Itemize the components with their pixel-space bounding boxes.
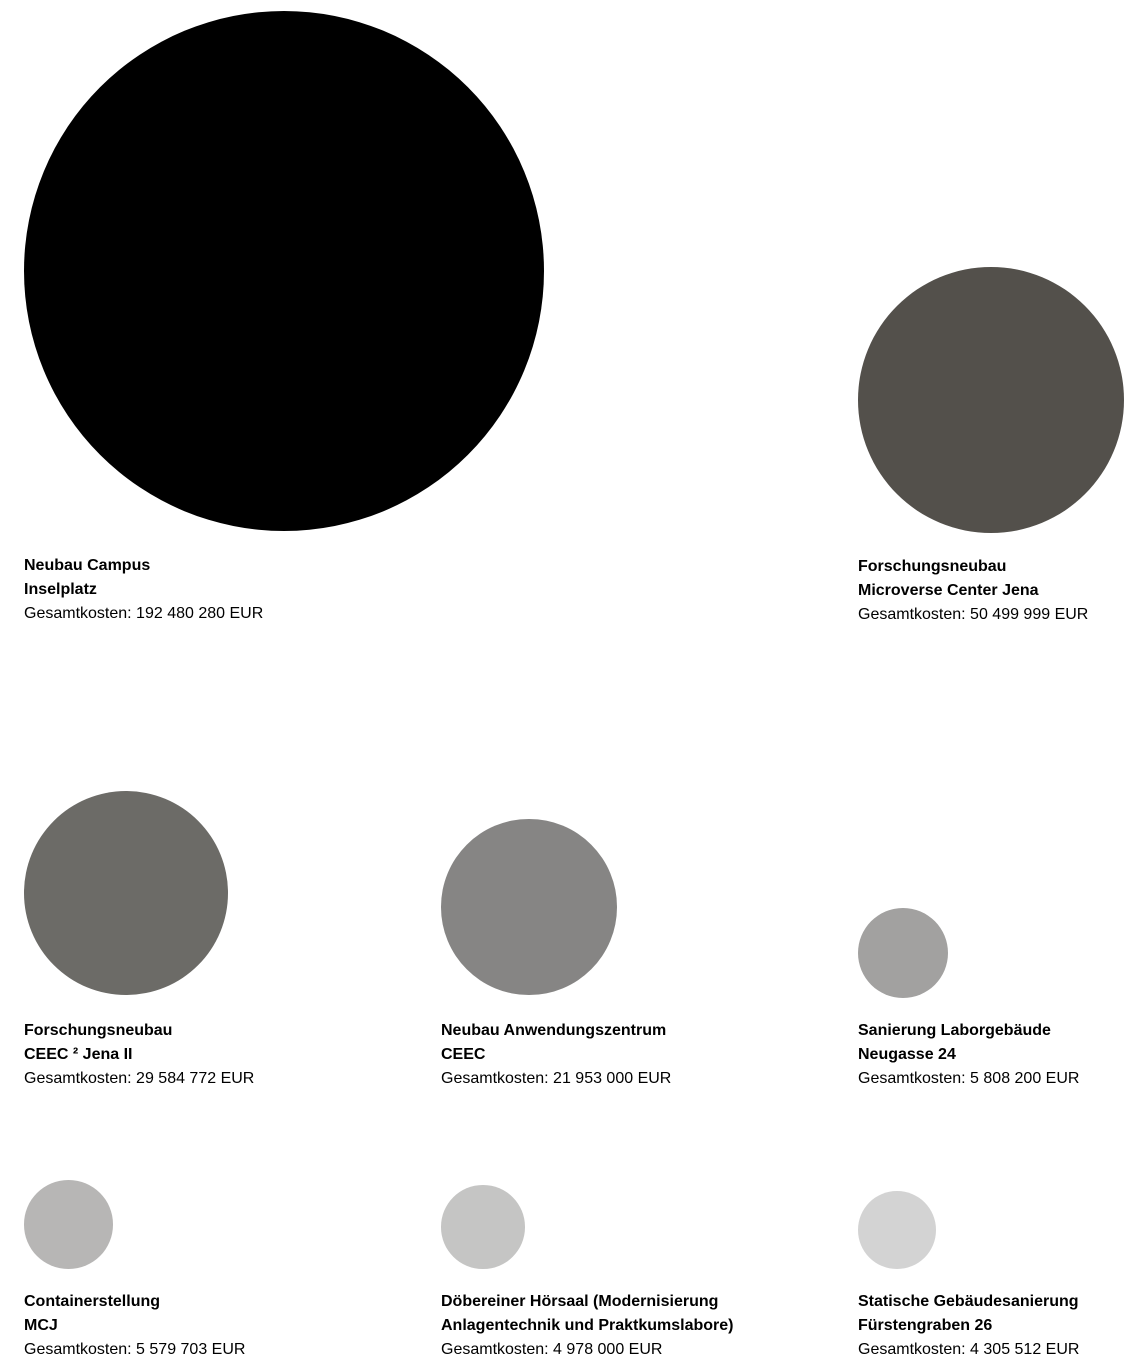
bubble-label-4: Neubau Anwendungszentrum CEEC Gesamtkosten…	[441, 1019, 671, 1091]
bubble-label-6: Containerstellung MCJ Gesamtkosten: 5 579 …	[24, 1290, 245, 1362]
bubble-1	[24, 11, 544, 531]
project-title-line2: CEEC	[441, 1046, 486, 1063]
bubble-2	[858, 266, 1124, 533]
project-cost: Gesamtkosten: 5 579 703 EUR	[24, 1341, 246, 1358]
project-cost: Gesamtkosten: 29 584 772 EUR	[24, 1070, 255, 1087]
bubble-label-1: Neubau Campus Inselplatz Gesamtkosten: 192…	[24, 554, 263, 626]
project-title-line2: MCJ	[24, 1317, 58, 1334]
bubble-4	[441, 819, 617, 995]
bubble-label-5: Sanierung Laborgebäude Neugasse 24 Gesamtk…	[858, 1019, 1079, 1091]
bubble-8	[858, 1191, 936, 1269]
project-title-line2: Microverse Center Jena	[858, 582, 1039, 599]
project-cost: Gesamtkosten: 5 808 200 EUR	[858, 1070, 1080, 1087]
project-title-line1: Forschungsneubau	[24, 1022, 173, 1039]
bubble-5	[858, 907, 949, 998]
project-title-line1: Containerstellung	[24, 1293, 161, 1310]
project-title-line1: Neubau Anwendungszentrum	[441, 1022, 667, 1039]
project-cost: Gesamtkosten: 50 499 999 EUR	[858, 606, 1089, 623]
bubble-label-7: Döbereiner Hörsaal (Modernisierung Anlage…	[441, 1290, 734, 1362]
bubble-7	[441, 1185, 525, 1269]
project-title-line1: Sanierung Laborgebäude	[858, 1022, 1051, 1039]
project-cost: Gesamtkosten: 21 953 000 EUR	[441, 1070, 672, 1087]
project-title-line2: Inselplatz	[24, 581, 97, 598]
project-cost: Gesamtkosten: 192 480 280 EUR	[24, 605, 264, 622]
bubble-3	[24, 791, 228, 995]
project-title-line1: Döbereiner Hörsaal (Modernisierung	[441, 1293, 719, 1310]
bubble-label-8: Statische Gebäudesanierung Fürstengraben …	[858, 1290, 1079, 1362]
project-title-line2: CEEC ² Jena II	[24, 1046, 133, 1063]
project-cost: Gesamtkosten: 4 978 000 EUR	[441, 1341, 663, 1358]
project-title-line1: Neubau Campus	[24, 557, 151, 574]
project-title-line2: Anlagentechnik und Praktkumslabore)	[441, 1317, 734, 1334]
project-title-line2: Fürstengraben 26	[858, 1317, 993, 1334]
project-cost: Gesamtkosten: 4 305 512 EUR	[858, 1341, 1080, 1358]
bubble-6	[24, 1180, 113, 1269]
project-title-line1: Forschungsneubau	[858, 558, 1007, 575]
bubble-label-2: Forschungsneubau Microverse Center Jena Ge…	[858, 555, 1088, 627]
project-title-line2: Neugasse 24	[858, 1046, 956, 1063]
bubble-label-3: Forschungsneubau CEEC ² Jena II Gesamtkost…	[24, 1019, 254, 1091]
project-title-line1: Statische Gebäudesanierung	[858, 1293, 1079, 1310]
